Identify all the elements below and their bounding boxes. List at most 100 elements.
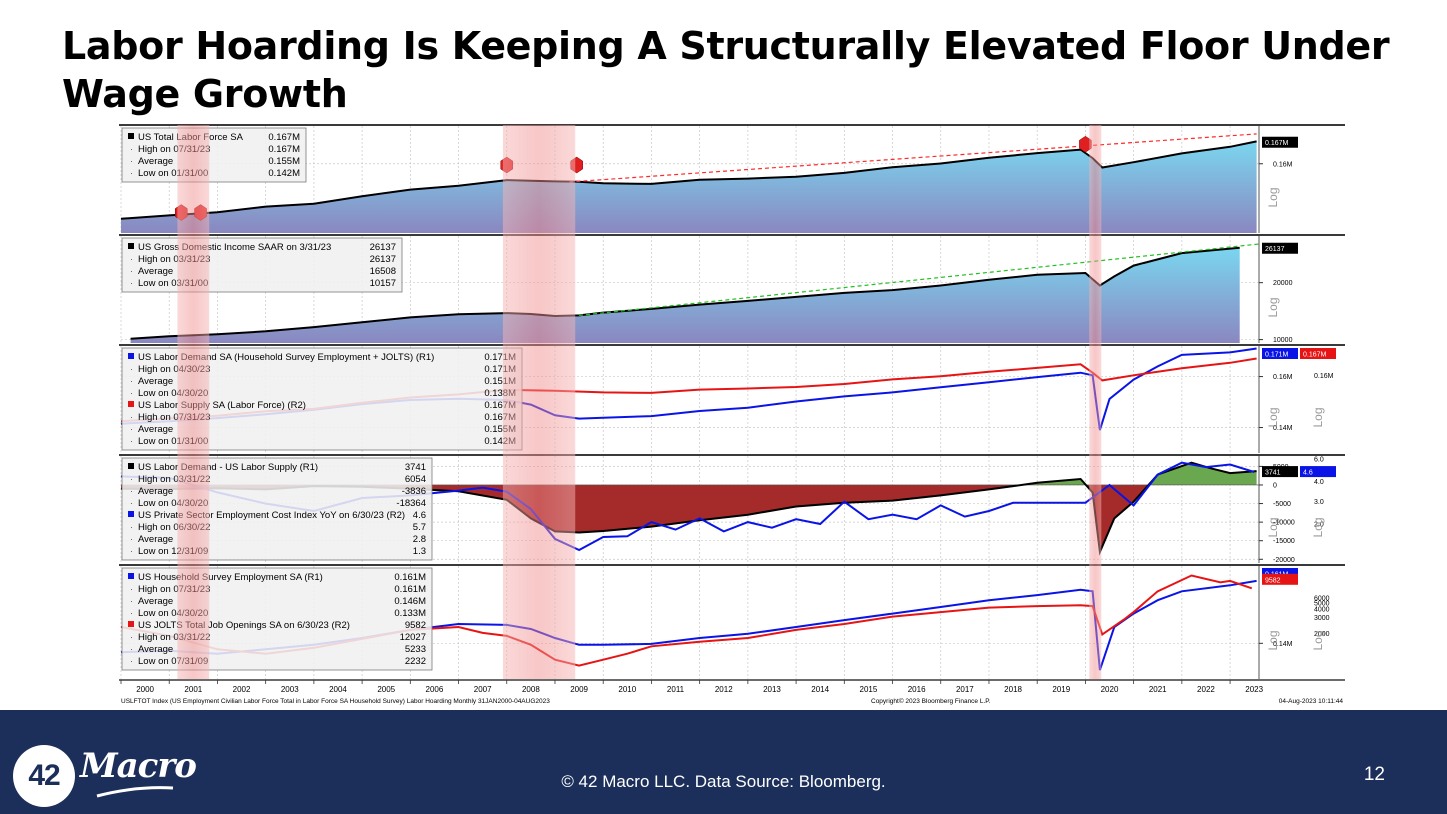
- legend-stat-marker-icon: ·: [130, 424, 133, 434]
- last-value-tag-label: 9582: [1265, 577, 1281, 584]
- legend-entry-value: 1.3: [413, 546, 426, 557]
- legend-entry-value: 0.151M: [484, 376, 516, 387]
- legend-entry-label: High on 04/30/23: [138, 364, 210, 375]
- legend-entry-value: 0.142M: [268, 168, 300, 179]
- y-tick-label-right: 6.0: [1314, 456, 1324, 463]
- x-tick-label: 2004: [329, 685, 347, 694]
- legend-entry-value: 26137: [370, 254, 396, 265]
- legend-entry-value: 0.171M: [484, 352, 516, 363]
- legend-stat-marker-icon: ·: [130, 498, 133, 508]
- x-tick-label: 2002: [233, 685, 251, 694]
- log-axis-label-right: Log: [1311, 517, 1325, 537]
- legend-entry-value: -18364: [396, 498, 426, 509]
- recession-band: [502, 125, 576, 679]
- legend-entry-value: 26137: [370, 242, 396, 253]
- series-area-fill: [130, 247, 1240, 343]
- x-tick-label: 2019: [1052, 685, 1070, 694]
- legend-stat-marker-icon: ·: [130, 364, 133, 374]
- legend-entry-value: 0.146M: [394, 596, 426, 607]
- last-value-tag-label: 0.167M: [1265, 140, 1289, 147]
- legend-entry-label: High on 07/31/23: [138, 144, 210, 155]
- legend-entry-label: Low on 04/30/20: [138, 608, 208, 619]
- footer-bar: [0, 710, 1447, 814]
- legend-series-marker-icon: [128, 243, 134, 249]
- last-value-tag: [1262, 242, 1298, 254]
- legend-stat-marker-icon: ·: [130, 584, 133, 594]
- legend-entry-value: 9582: [405, 620, 426, 631]
- legend-series-marker-icon: [128, 133, 134, 139]
- x-tick-label: 2018: [1004, 685, 1022, 694]
- legend-entry-value: 3741: [405, 462, 426, 473]
- x-tick-label: 2011: [667, 685, 685, 694]
- legend-entry-label: Low on 01/31/00: [138, 436, 208, 447]
- x-tick-label: 2009: [570, 685, 588, 694]
- legend-entry-value: -3836: [402, 486, 426, 497]
- legend-entry-value: 5233: [405, 644, 426, 655]
- x-tick-label: 2000: [136, 685, 154, 694]
- logo-swoosh-icon: [96, 786, 174, 798]
- y-tick-label: -10000: [1273, 520, 1295, 527]
- series-area-fill: [121, 141, 1257, 233]
- log-axis-label: Log: [1266, 297, 1280, 317]
- y-tick-label-right: 3.0: [1314, 499, 1324, 506]
- log-axis-label-right: Log: [1311, 630, 1325, 650]
- legend-entry-value: 6054: [405, 474, 426, 485]
- trend-line: [579, 243, 1259, 316]
- last-value-tag: [1262, 568, 1298, 579]
- legend-box: [121, 127, 307, 183]
- legend-entry-value: 16508: [370, 266, 396, 277]
- legend-entry-value: 0.161M: [394, 584, 426, 595]
- legend-entry-label: Average: [138, 486, 173, 497]
- legend-entry-label: Low on 03/31/00: [138, 278, 208, 289]
- legend-entry-value: 0.167M: [268, 144, 300, 155]
- legend-entry-value: 2.8: [413, 534, 426, 545]
- legend-entry-label: High on 07/31/23: [138, 412, 210, 423]
- y-tick-label: -15000: [1273, 538, 1295, 545]
- legend-stat-marker-icon: ·: [130, 144, 133, 154]
- legend-stat-marker-icon: ·: [130, 278, 133, 288]
- x-tick-label: 2020: [1101, 685, 1119, 694]
- legend-stat-marker-icon: ·: [130, 522, 133, 532]
- log-axis-label: Log: [1266, 187, 1280, 207]
- legend-stat-marker-icon: ·: [130, 156, 133, 166]
- legend-entry-value: 10157: [370, 278, 396, 289]
- legend-entry-value: 4.6: [413, 510, 426, 521]
- y-tick-label: 0.14M: [1273, 641, 1293, 648]
- logo-wordmark: Macro: [80, 746, 197, 786]
- logo-circle: 42: [13, 745, 75, 807]
- recession-band: [177, 125, 210, 679]
- y-tick-label: -5000: [1273, 501, 1291, 508]
- legend-box: [121, 567, 433, 671]
- x-tick-label: 2005: [377, 685, 395, 694]
- legend-entry-label: US Labor Demand SA (Household Survey Emp…: [138, 352, 434, 363]
- last-value-tag-label: 26137: [1265, 246, 1285, 253]
- legend-stat-marker-icon: ·: [130, 608, 133, 618]
- x-tick-label: 2015: [860, 685, 878, 694]
- legend-stat-marker-icon: ·: [130, 376, 133, 386]
- legend-series-marker-icon: [128, 573, 134, 579]
- legend-series-marker-icon: [128, 463, 134, 469]
- y-tick-label-right: 4000: [1314, 607, 1330, 614]
- legend-entry-value: 0.155M: [268, 156, 300, 167]
- y-tick-label-right: 5000: [1314, 601, 1330, 608]
- legend-entry-label: Low on 07/31/09: [138, 656, 208, 667]
- recession-band: [1089, 125, 1102, 679]
- copyright-line: Copyright© 2023 Bloomberg Finance L.P.: [871, 697, 991, 705]
- x-tick-label: 2007: [474, 685, 492, 694]
- legend-entry-label: High on 07/31/23: [138, 584, 210, 595]
- x-tick-label: 2023: [1245, 685, 1263, 694]
- y-tick-label-right: 2000: [1314, 631, 1330, 638]
- last-value-tag: [1300, 466, 1336, 478]
- legend-box: [121, 457, 433, 561]
- legend-series-marker-icon: [128, 621, 134, 627]
- x-tick-label: 2003: [281, 685, 299, 694]
- legend-entry-label: Low on 04/30/20: [138, 498, 208, 509]
- legend-stat-marker-icon: ·: [130, 436, 133, 446]
- y-tick-label-right: 6000: [1314, 595, 1330, 602]
- legend-entry-label: US Labor Supply SA (Labor Force) (R2): [138, 400, 306, 411]
- legend-stat-marker-icon: ·: [130, 388, 133, 398]
- last-value-tag: [1262, 466, 1298, 478]
- legend-box: [121, 237, 403, 293]
- legend-entry-label: US Gross Domestic Income SAAR on 3/31/23: [138, 242, 331, 253]
